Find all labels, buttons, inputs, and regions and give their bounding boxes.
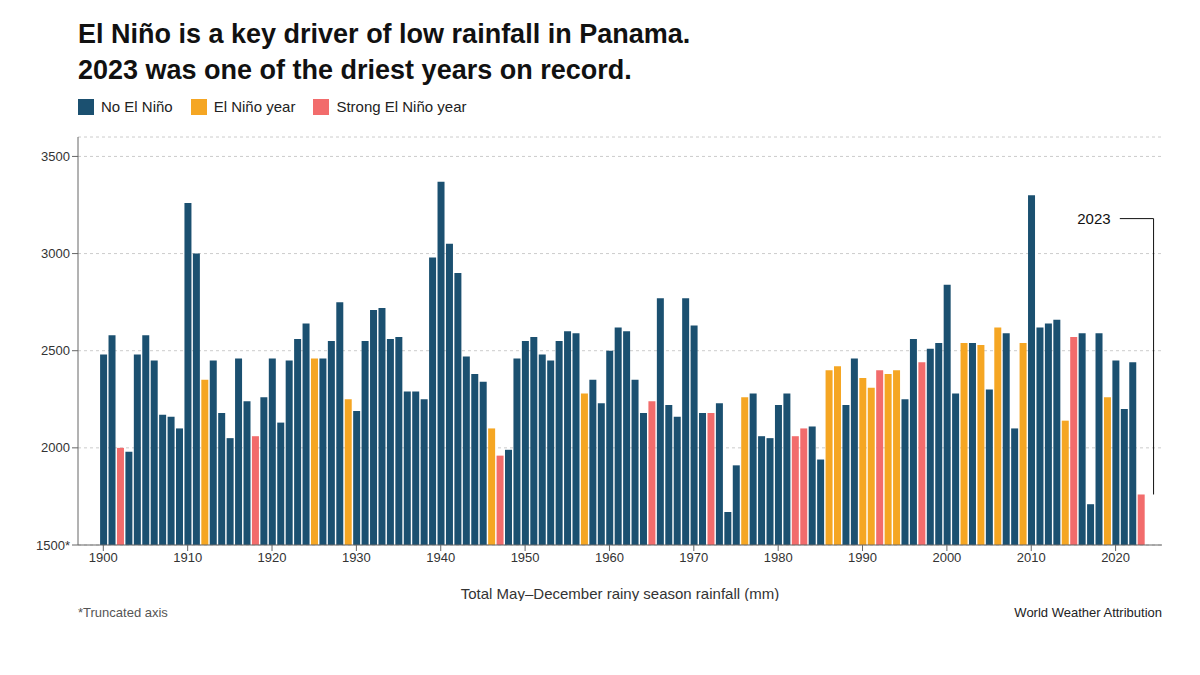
svg-text:1970: 1970 bbox=[679, 550, 708, 565]
html-text:World Weather Attribution: World Weather Attribution bbox=[1014, 605, 1162, 620]
svg-text:1500*: 1500* bbox=[36, 538, 70, 553]
svg-text:1910: 1910 bbox=[173, 550, 202, 565]
svg-text:2020: 2020 bbox=[1101, 550, 1130, 565]
html-text:El Niño is a key driver of low: El Niño is a key driver of low rainfall … bbox=[78, 19, 691, 49]
svg-text:2000: 2000 bbox=[41, 440, 70, 455]
html-text:*Truncated axis: *Truncated axis bbox=[78, 605, 168, 620]
svg-text:1990: 1990 bbox=[848, 550, 877, 565]
svg-text:2000: 2000 bbox=[932, 550, 961, 565]
svg-text:2023: 2023 bbox=[1077, 210, 1110, 227]
svg-text:1980: 1980 bbox=[764, 550, 793, 565]
svg-text:2010: 2010 bbox=[1017, 550, 1046, 565]
html-text:El Niño year: El Niño year bbox=[213, 98, 296, 115]
html-text:2023 was one of the driest yea: 2023 was one of the driest years on reco… bbox=[78, 55, 632, 85]
svg-text:2500: 2500 bbox=[41, 343, 70, 358]
html-text:No El Niño: No El Niño bbox=[101, 98, 173, 115]
svg-text:1920: 1920 bbox=[258, 550, 287, 565]
svg-text:Total May–December rainy seaso: Total May–December rainy season rainfall… bbox=[461, 585, 779, 601]
html-text:Strong El Niño year: Strong El Niño year bbox=[336, 98, 467, 115]
svg-text:1930: 1930 bbox=[342, 550, 371, 565]
svg-text:1950: 1950 bbox=[511, 550, 540, 565]
svg-text:1960: 1960 bbox=[595, 550, 624, 565]
svg-text:1900: 1900 bbox=[89, 550, 118, 565]
svg-text:3000: 3000 bbox=[41, 246, 70, 261]
svg-text:3500: 3500 bbox=[41, 149, 70, 164]
svg-text:1940: 1940 bbox=[426, 550, 455, 565]
